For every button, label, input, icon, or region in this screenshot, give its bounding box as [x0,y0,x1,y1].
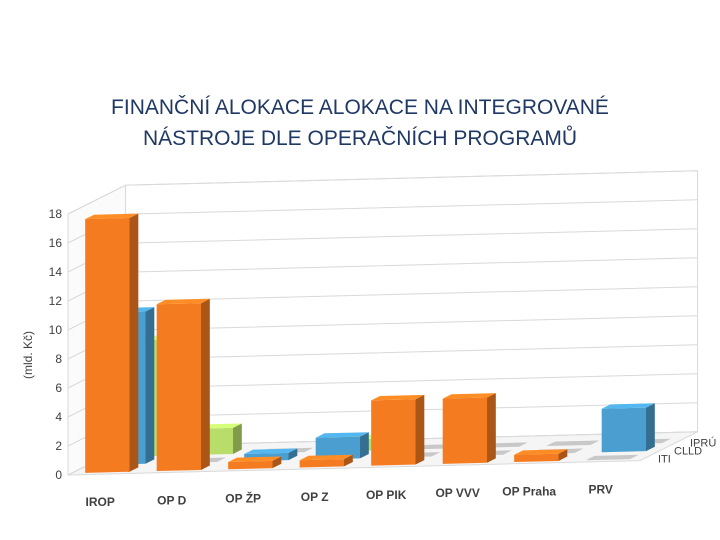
bar-top [156,298,210,305]
bar-top [299,454,353,461]
x-tick-label: IROP [86,495,115,509]
y-tick-label: 14 [49,265,63,279]
bar-side [415,394,425,465]
y-tick-label: 18 [49,207,63,221]
bar-front [228,460,273,470]
bar-top [601,403,655,409]
bar-side [288,448,298,461]
y-tick-label: 2 [55,439,62,453]
bar-top [442,393,496,399]
empty-bar-base [585,454,639,461]
bar-front [299,459,345,468]
y-tick-label: 4 [55,410,62,424]
chart-title-line-1: FINANČNÍ ALOKACE ALOKACE NA INTEGROVANÉ [111,96,609,119]
bar-front [601,407,647,453]
bar-side [344,454,353,467]
bar-iti-2 [228,456,282,470]
x-tick-label: OP Z [301,490,329,504]
bar-top [85,213,139,220]
series-label-1: CLLD [674,446,702,458]
x-tick-label: PRV [588,483,612,497]
y-tick-label: 8 [55,352,62,366]
bar-top [371,394,425,401]
series-label-2: IPRÚ [690,437,716,450]
bar-top [514,449,568,455]
bar-top [315,432,369,438]
empty-bar-base [546,440,600,447]
bar-front [315,436,361,460]
bar-iti-0 [85,213,139,473]
bar-iti-3 [299,454,353,468]
bar-front [371,399,416,466]
bar-front [85,217,130,473]
chart-title: FINANČNÍ ALOKACE ALOKACE NA INTEGROVANÉ … [0,92,720,154]
y-tick-label: 0 [55,468,62,482]
bar-side [145,307,155,464]
gridline [67,170,698,215]
y-axis-title: (mld. Kč) [21,331,35,379]
bar-iprú-6 [546,440,600,447]
bar-side [558,449,568,461]
y-tick-label: 12 [49,294,63,308]
bar-front [514,453,559,463]
bars [85,213,671,473]
x-tick-label: OP ŽP [225,491,261,506]
x-tick-label: OP Praha [502,484,556,498]
bar-side [360,432,369,459]
x-tick-label: OP D [157,493,186,507]
chart-title-line-2: NÁSTROJE DLE OPERAČNÍCH PROGRAMŮ [142,127,578,150]
x-tick-label: OP VVV [435,486,479,500]
bar-iti-4 [371,394,425,466]
bar-side [233,423,242,454]
axis-labels: 0 2 4 6 8 10 12 14 16 18 IROP OP D OP ŽP OP Z OP PIK OP… [49,207,717,509]
y-tick-label: 6 [55,381,62,395]
bar-clld-7 [601,403,655,453]
bar-top [228,456,282,463]
bar-iti-1 [156,298,210,472]
bar-iti-5 [442,393,496,464]
bar-iti-6 [514,449,568,463]
bar-side [646,403,655,452]
y-tick-label: 10 [49,323,63,337]
series-label-0: ITI [658,454,671,466]
bar-iti-7 [585,454,639,461]
bar-front [442,397,488,464]
bar-top [244,448,298,455]
bar-side [201,298,210,470]
bar-clld-3 [315,432,369,460]
bar-side [272,456,282,469]
bar-side [487,393,496,463]
bar-side [129,213,139,472]
x-tick-label: OP PIK [366,488,407,502]
bar-front [156,303,202,472]
y-tick-label: 16 [49,236,63,250]
